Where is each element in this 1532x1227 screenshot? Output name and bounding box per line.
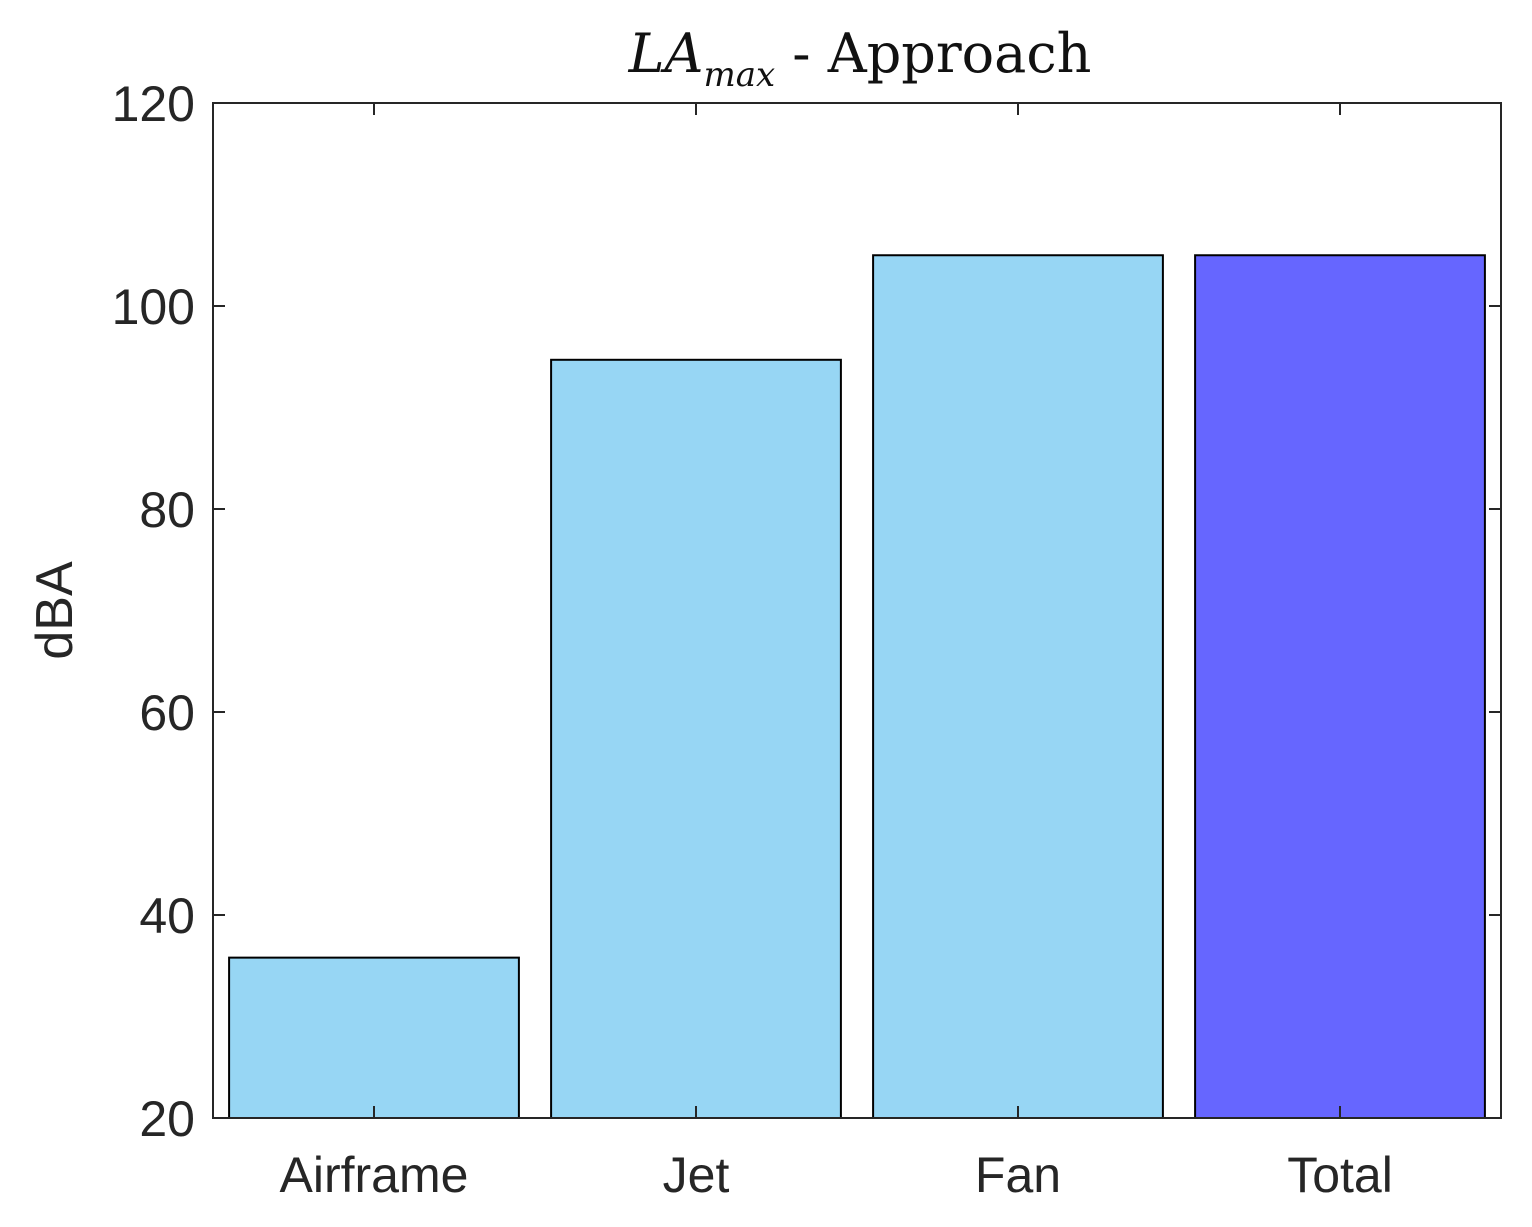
- plot-area-frame: [212, 102, 1502, 1119]
- x-tick-label-fan: Fan: [975, 1147, 1061, 1203]
- chart-title-suffix: - Approach: [775, 22, 1091, 85]
- bar-airframe: [228, 956, 520, 1119]
- bars-group: [228, 254, 1486, 1120]
- y-tick-label-120: 120: [112, 76, 195, 132]
- y-tick-label-80: 80: [139, 482, 195, 538]
- ticks-group: Airframe Jet Fan Total 20 40 60 80 100 120: [112, 76, 1501, 1203]
- x-tick-label-total: Total: [1287, 1147, 1393, 1203]
- x-tick-label-jet: Jet: [663, 1147, 730, 1203]
- y-tick-label-40: 40: [139, 888, 195, 944]
- y-tick-label-100: 100: [112, 279, 195, 335]
- bar-total: [1194, 254, 1486, 1119]
- chart-title: LAmax - Approach: [628, 22, 1092, 95]
- chart-title-subscript: max: [703, 55, 775, 95]
- bar-jet: [550, 358, 842, 1120]
- bar-fan: [872, 254, 1164, 1119]
- chart-title-main: LA: [628, 22, 704, 85]
- y-tick-label-60: 60: [139, 685, 195, 741]
- x-tick-label-airframe: Airframe: [280, 1147, 469, 1203]
- y-axis-label: dBA: [26, 561, 84, 660]
- y-tick-label-20: 20: [139, 1091, 195, 1147]
